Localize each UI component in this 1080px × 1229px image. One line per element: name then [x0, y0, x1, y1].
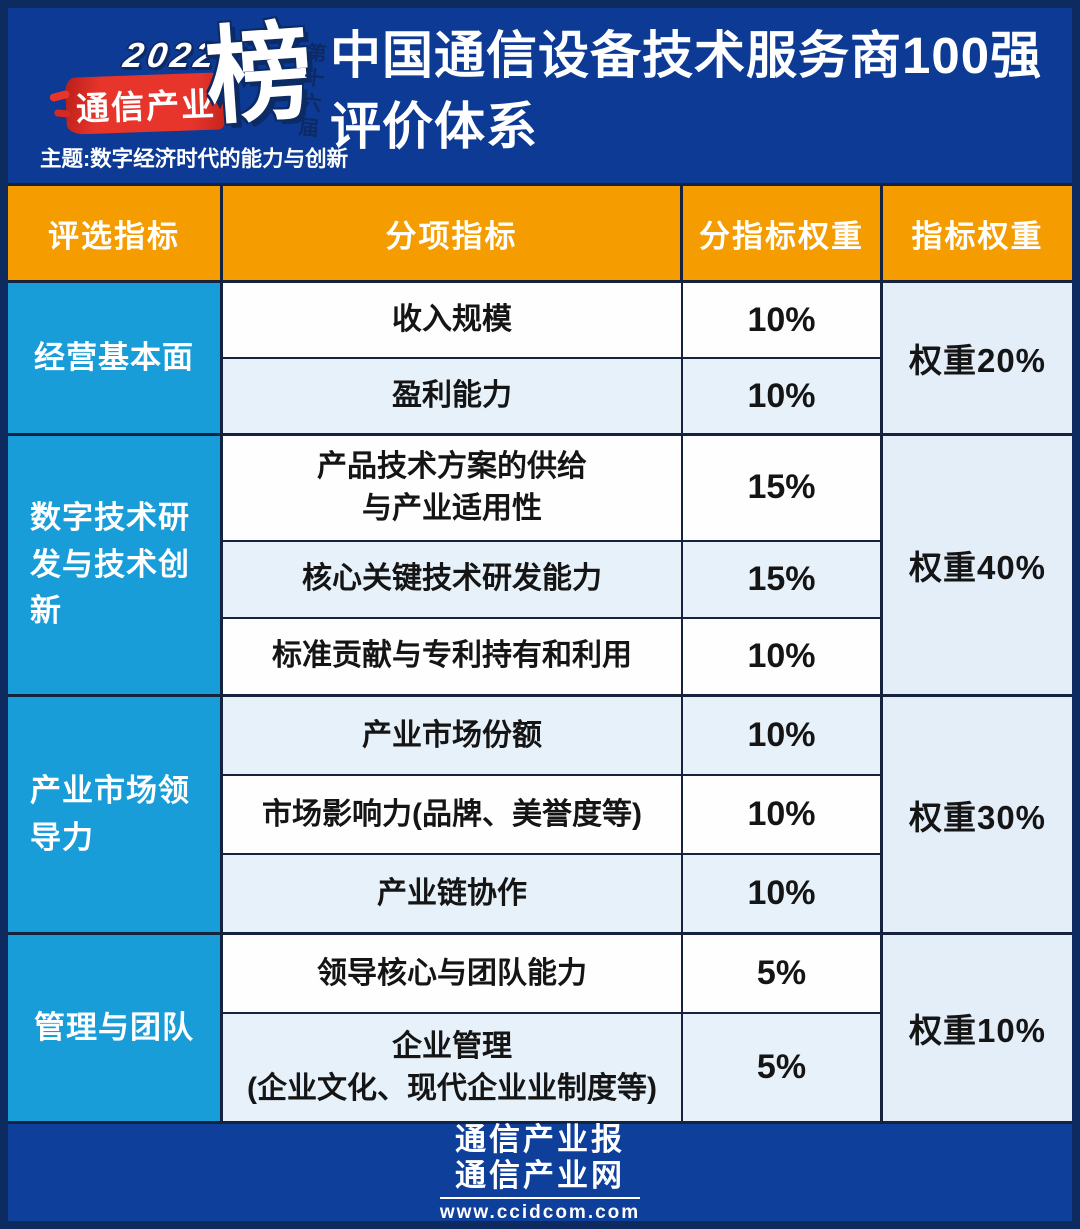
indicator-cell: 盈利能力	[223, 359, 681, 433]
page-title-line2: 评价体系	[330, 98, 539, 156]
indicator-cell: 企业管理 (企业文化、现代企业业制度等)	[223, 1014, 681, 1121]
category-cell: 管理与团队	[8, 935, 220, 1121]
table-row: 产品技术方案的供给 与产业适用性 15%	[223, 436, 880, 540]
red-brush-banner: 通信产业	[65, 72, 227, 135]
badge-theme: 主题:数字经济时代的能力与创新	[40, 147, 349, 171]
indicator-cell: 产业链协作	[223, 855, 681, 932]
sub-weight-cell: 10%	[683, 855, 880, 932]
sub-weight-cell: 10%	[683, 776, 880, 853]
indicator-cell: 市场影响力(品牌、美誉度等)	[223, 776, 681, 853]
table-row: 企业管理 (企业文化、现代企业业制度等) 5%	[223, 1014, 880, 1121]
column-header-selection-indicator: 评选指标	[8, 186, 220, 280]
column-header-sub-weight: 分指标权重	[683, 186, 880, 280]
evaluation-table: 评选指标 分项指标 分指标权重 指标权重 经营基本面 收入规模 10% 盈利能力…	[8, 183, 1072, 1124]
sub-weight-cell: 5%	[683, 935, 880, 1013]
column-header-indicator-weight: 指标权重	[883, 186, 1072, 280]
table-section-management-team: 管理与团队 领导核心与团队能力 5% 企业管理 (企业文化、现代企业业制度等) …	[8, 935, 1072, 1121]
header-banner: 2022 通信产业 榜 第十六届 主题:数字经济时代的能力与创新 中国通信设备技…	[8, 8, 1072, 183]
brand-badge: 2022 通信产业 榜 第十六届 主题:数字经济时代的能力与创新	[38, 12, 353, 180]
indicator-cell: 产业市场份额	[223, 697, 681, 774]
section-rows: 收入规模 10% 盈利能力 10%	[223, 283, 880, 433]
table-row: 产业链协作 10%	[223, 855, 880, 932]
section-rows: 产业市场份额 10% 市场影响力(品牌、美誉度等) 10% 产业链协作 10%	[223, 697, 880, 932]
indicator-cell: 核心关键技术研发能力	[223, 541, 681, 617]
indicator-cell: 产品技术方案的供给 与产业适用性	[223, 436, 681, 540]
footer-brand-site: 通信产业网	[455, 1157, 625, 1193]
sub-weight-cell: 10%	[683, 697, 880, 774]
table-header-row: 评选指标 分项指标 分指标权重 指标权重	[8, 186, 1072, 280]
table-row: 收入规模 10%	[223, 283, 880, 357]
section-rows: 领导核心与团队能力 5% 企业管理 (企业文化、现代企业业制度等) 5%	[223, 935, 880, 1121]
page-title-line1: 中国通信设备技术服务商100强	[330, 27, 1043, 84]
sub-weight-cell: 5%	[683, 1014, 880, 1121]
category-cell: 产业市场领导力	[8, 697, 220, 932]
page-title: 中国通信设备技术服务商100强 评价体系	[330, 20, 1042, 163]
footer-brand-paper: 通信产业报	[455, 1121, 625, 1157]
section-weight-cell: 权重20%	[883, 283, 1072, 433]
table-section-market-leadership: 产业市场领导力 产业市场份额 10% 市场影响力(品牌、美誉度等) 10% 产业…	[8, 697, 1072, 932]
badge-brand: 通信产业	[75, 85, 217, 127]
footer-url: www.ccidcom.com	[439, 1196, 641, 1221]
table-row: 标准贡献与专利持有和利用 10%	[223, 618, 880, 694]
section-rows: 产品技术方案的供给 与产业适用性 15% 核心关键技术研发能力 15% 标准贡献…	[223, 436, 880, 694]
table-row: 核心关键技术研发能力 15%	[223, 541, 880, 617]
sub-weight-cell: 10%	[683, 283, 880, 357]
table-section-digital-rnd: 数字技术研发与技术创新 产品技术方案的供给 与产业适用性 15% 核心关键技术研…	[8, 436, 1072, 694]
column-header-sub-indicator: 分项指标	[223, 186, 680, 280]
section-weight-cell: 权重40%	[883, 436, 1072, 694]
indicator-cell: 收入规模	[223, 283, 681, 357]
sub-weight-cell: 15%	[683, 436, 880, 540]
sub-weight-cell: 10%	[683, 618, 880, 694]
footer: 通信产业报 通信产业网 www.ccidcom.com	[8, 1121, 1072, 1221]
category-cell: 经营基本面	[8, 283, 220, 433]
section-weight-cell: 权重10%	[883, 935, 1072, 1121]
table-section-business-fundamentals: 经营基本面 收入规模 10% 盈利能力 10% 权重20%	[8, 283, 1072, 433]
table-row: 盈利能力 10%	[223, 359, 880, 433]
section-weight-cell: 权重30%	[883, 697, 1072, 932]
table-row: 领导核心与团队能力 5%	[223, 935, 880, 1013]
sub-weight-cell: 15%	[683, 541, 880, 617]
table-row: 市场影响力(品牌、美誉度等) 10%	[223, 776, 880, 853]
category-cell: 数字技术研发与技术创新	[8, 436, 220, 694]
table-row: 产业市场份额 10%	[223, 697, 880, 774]
indicator-cell: 领导核心与团队能力	[223, 935, 681, 1013]
sub-weight-cell: 10%	[683, 359, 880, 433]
indicator-cell: 标准贡献与专利持有和利用	[223, 618, 681, 694]
